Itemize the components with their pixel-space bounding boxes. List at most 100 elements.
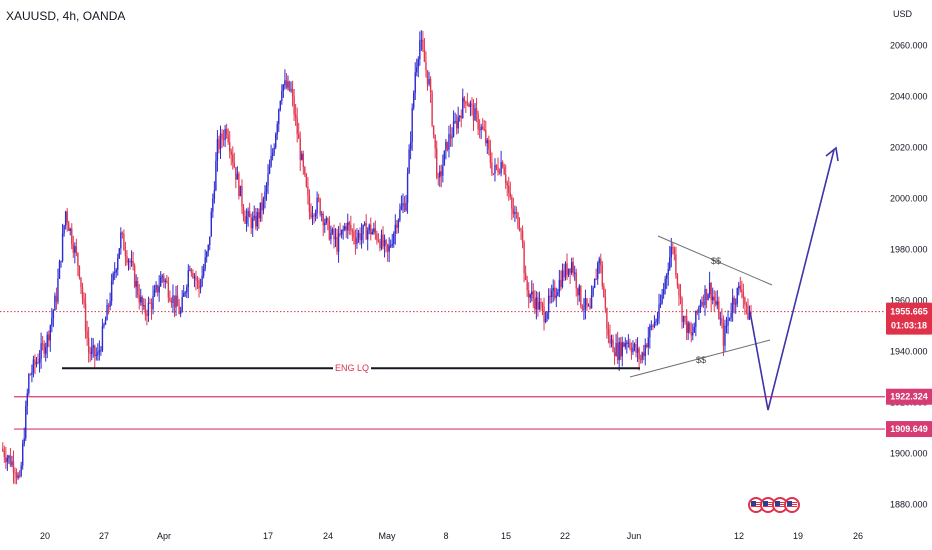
candle-body bbox=[687, 322, 689, 333]
candle-body bbox=[689, 322, 691, 333]
candle-body bbox=[730, 312, 732, 318]
candle-body bbox=[463, 97, 465, 102]
candle-body bbox=[330, 232, 332, 240]
candle-body bbox=[284, 80, 286, 85]
us-flag-icon[interactable] bbox=[784, 497, 800, 513]
candle-body bbox=[242, 206, 245, 217]
candle-body bbox=[170, 300, 173, 303]
lower-wedge-line[interactable] bbox=[629, 339, 771, 378]
candle-body bbox=[486, 140, 488, 144]
candle-body bbox=[443, 150, 446, 166]
candle-body bbox=[744, 297, 746, 305]
candle-body bbox=[543, 306, 545, 323]
candle-body bbox=[354, 238, 357, 244]
candle-body bbox=[558, 279, 561, 293]
candle-body bbox=[370, 224, 372, 235]
candle-body bbox=[373, 228, 375, 232]
candle-body bbox=[593, 279, 596, 288]
candle-body bbox=[244, 216, 246, 224]
candle-body bbox=[322, 213, 324, 226]
candle-body bbox=[78, 265, 81, 278]
candle-body bbox=[626, 342, 628, 344]
currency-label: USD bbox=[893, 9, 913, 19]
x-tick-label: 17 bbox=[263, 531, 273, 541]
candle-body bbox=[325, 218, 327, 224]
candle-body bbox=[554, 287, 556, 298]
candle-body bbox=[149, 302, 151, 304]
candle-body bbox=[704, 289, 706, 306]
candle-body bbox=[646, 344, 648, 348]
x-tick-label: 15 bbox=[501, 531, 511, 541]
candle-body bbox=[380, 234, 383, 249]
candle-body bbox=[14, 472, 16, 474]
candle-body bbox=[508, 185, 510, 193]
candle-body bbox=[597, 263, 599, 280]
candle-body bbox=[633, 344, 636, 348]
candle-body bbox=[624, 343, 626, 347]
candle-body bbox=[472, 104, 475, 121]
candle-body bbox=[115, 269, 117, 273]
candle-body bbox=[72, 244, 74, 253]
candle-body bbox=[353, 231, 355, 239]
price-tags: 1955.665 01:03:18 1922.324 1909.649 bbox=[886, 302, 932, 438]
candle-body bbox=[414, 72, 416, 94]
candle-body bbox=[282, 84, 285, 92]
candle-body bbox=[537, 297, 539, 310]
projection-path[interactable] bbox=[749, 149, 835, 411]
candle-body bbox=[359, 232, 361, 241]
y-tick-label: 1960.000 bbox=[890, 296, 928, 306]
candle-body bbox=[600, 258, 602, 266]
candle-body bbox=[304, 167, 306, 175]
candle-body bbox=[413, 93, 415, 108]
candle-body bbox=[685, 316, 688, 333]
candle-body bbox=[278, 109, 280, 125]
candle-body bbox=[285, 80, 288, 88]
candle-body bbox=[451, 136, 453, 139]
candle-body bbox=[107, 305, 110, 307]
candle-body bbox=[6, 458, 9, 463]
candle-body bbox=[630, 348, 633, 353]
candle-body bbox=[152, 296, 154, 310]
candle-body bbox=[584, 298, 587, 309]
candle-body bbox=[601, 265, 603, 287]
candle-body bbox=[337, 233, 340, 252]
candle-body bbox=[532, 291, 534, 299]
candle-body bbox=[291, 88, 294, 97]
candle-body bbox=[514, 211, 516, 215]
candle-body bbox=[379, 241, 381, 249]
candle-body bbox=[100, 350, 102, 352]
candle-body bbox=[505, 174, 507, 183]
candle-body bbox=[523, 242, 525, 274]
candle-body bbox=[110, 280, 113, 302]
candle-body bbox=[491, 162, 493, 174]
candles bbox=[2, 30, 752, 485]
candle-body bbox=[696, 310, 699, 313]
candle-body bbox=[87, 338, 90, 353]
candle-body bbox=[440, 171, 442, 176]
candle-body bbox=[368, 224, 370, 231]
candle-body bbox=[420, 39, 423, 41]
candle-body bbox=[684, 316, 686, 318]
candle-body bbox=[391, 243, 393, 246]
candle-body bbox=[164, 280, 166, 282]
y-tick-label: 2000.000 bbox=[890, 194, 928, 204]
candle-body bbox=[275, 134, 277, 148]
candle-body bbox=[408, 149, 410, 174]
candle-body bbox=[11, 461, 13, 466]
upper-wedge-line[interactable] bbox=[657, 235, 773, 286]
candle-body bbox=[92, 345, 94, 349]
candle-body bbox=[497, 167, 499, 173]
candle-body bbox=[317, 197, 320, 199]
candle-body bbox=[658, 304, 660, 319]
candle-body bbox=[106, 305, 108, 321]
candle-body bbox=[363, 223, 366, 225]
candle-body bbox=[104, 320, 107, 325]
candle-body bbox=[385, 240, 387, 245]
x-tick-label: May bbox=[378, 531, 396, 541]
candle-body bbox=[419, 40, 421, 60]
candle-body bbox=[360, 233, 363, 241]
candle-body bbox=[480, 126, 482, 131]
candle-body bbox=[721, 318, 723, 324]
candle-body bbox=[299, 138, 301, 160]
